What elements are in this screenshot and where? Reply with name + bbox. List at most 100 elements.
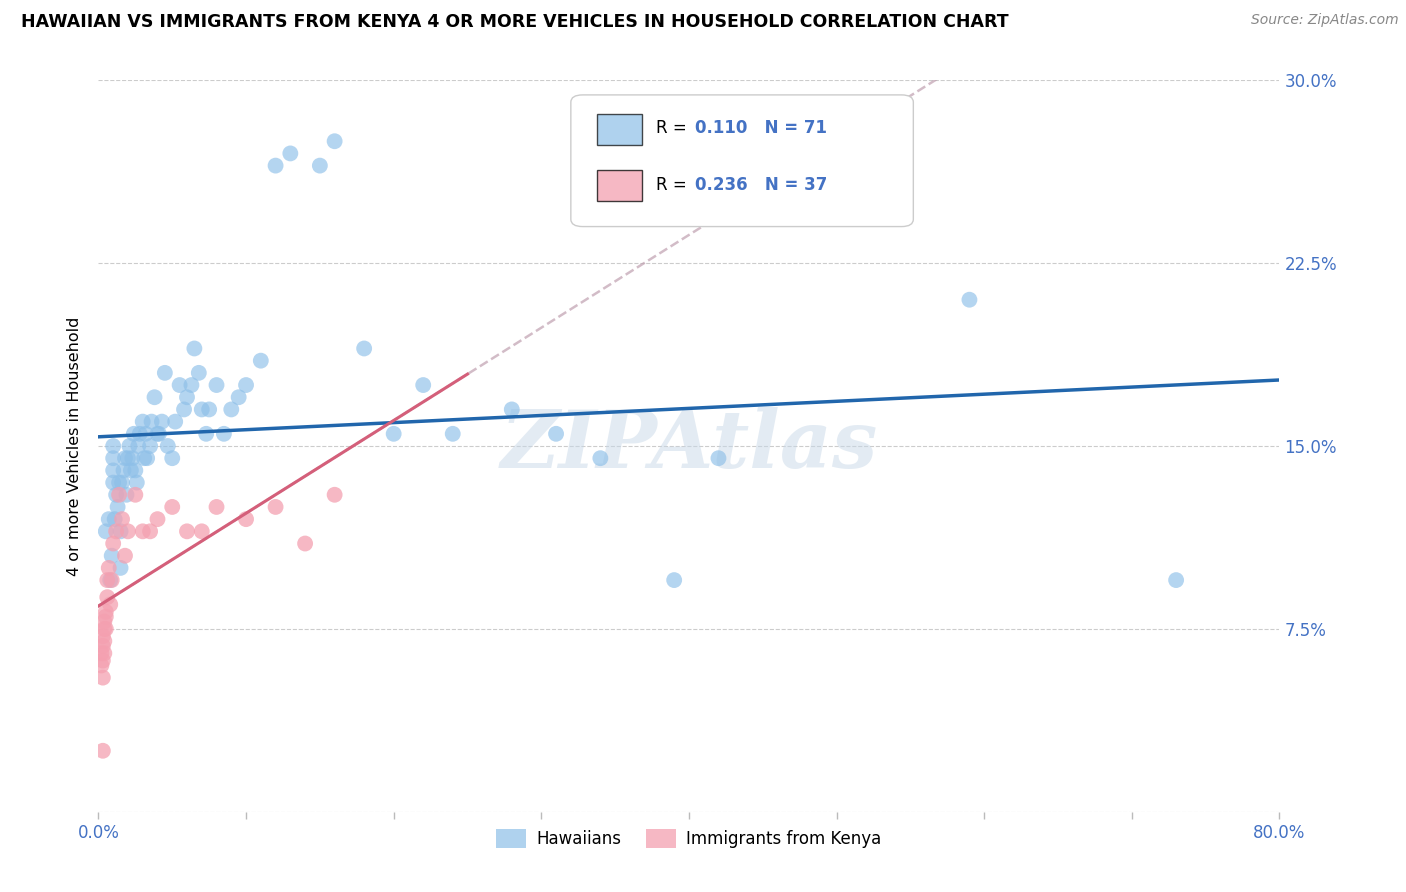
Point [110, 561, 132, 575]
Point [180, 378, 202, 392]
Point [91, 654, 114, 668]
Point [264, 159, 287, 173]
Point [97, 512, 120, 526]
Point [235, 378, 257, 392]
Point [664, 573, 686, 587]
Point [959, 293, 981, 307]
Point [105, 488, 128, 502]
Point [117, 524, 139, 539]
Text: 0.110   N = 71: 0.110 N = 71 [695, 119, 827, 136]
Text: ZIPAtlas: ZIPAtlas [501, 408, 877, 484]
Point [139, 524, 162, 539]
Point [94, 524, 117, 539]
Point [162, 500, 183, 514]
Point [91, 671, 114, 685]
Point [100, 549, 122, 563]
Point [250, 353, 273, 368]
Point [122, 426, 145, 441]
Point [235, 512, 257, 526]
Point [94, 605, 117, 619]
Point [118, 439, 141, 453]
Point [198, 402, 221, 417]
Point [91, 744, 114, 758]
Point [103, 439, 125, 453]
Point [115, 488, 138, 502]
Point [91, 639, 114, 653]
Point [125, 475, 148, 490]
Text: HAWAIIAN VS IMMIGRANTS FROM KENYA 4 OR MORE VEHICLES IN HOUSEHOLD CORRELATION CH: HAWAIIAN VS IMMIGRANTS FROM KENYA 4 OR M… [21, 13, 1008, 31]
Point [280, 146, 302, 161]
Legend: Hawaiians, Immigrants from Kenya: Hawaiians, Immigrants from Kenya [489, 822, 889, 855]
Point [93, 646, 115, 660]
Point [132, 524, 155, 539]
Point [264, 500, 287, 514]
Point [412, 378, 434, 392]
Point [323, 488, 346, 502]
Point [96, 590, 118, 604]
FancyBboxPatch shape [596, 114, 641, 145]
Point [127, 439, 149, 453]
Point [96, 573, 118, 587]
Point [98, 598, 121, 612]
Point [1166, 573, 1188, 587]
Point [100, 573, 122, 587]
Point [121, 451, 143, 466]
Point [90, 646, 112, 660]
Point [183, 342, 205, 356]
Text: R =: R = [655, 176, 692, 194]
Point [501, 402, 523, 417]
Point [141, 415, 163, 429]
Point [191, 524, 214, 539]
Point [148, 426, 170, 441]
Point [187, 366, 209, 380]
Point [97, 561, 120, 575]
Point [294, 536, 316, 550]
Point [124, 463, 146, 477]
Point [98, 573, 121, 587]
Point [108, 475, 131, 490]
Text: 0.236   N = 37: 0.236 N = 37 [695, 176, 827, 194]
Point [228, 390, 250, 404]
Point [323, 134, 346, 148]
Point [205, 378, 228, 392]
Point [191, 402, 214, 417]
Point [105, 524, 128, 539]
Point [162, 451, 183, 466]
Point [104, 512, 127, 526]
Point [110, 524, 132, 539]
Point [143, 390, 166, 404]
Point [176, 524, 198, 539]
Point [132, 415, 155, 429]
Point [114, 549, 136, 563]
Point [93, 615, 115, 629]
Point [173, 402, 195, 417]
Point [309, 159, 332, 173]
Point [546, 426, 568, 441]
Point [103, 451, 125, 466]
Point [146, 512, 169, 526]
Point [108, 488, 131, 502]
Point [94, 622, 117, 636]
Point [136, 451, 159, 466]
Point [353, 342, 375, 356]
Point [156, 439, 179, 453]
Point [94, 609, 117, 624]
Point [146, 426, 169, 441]
Point [103, 536, 125, 550]
Point [589, 451, 612, 466]
Point [169, 378, 191, 392]
Point [212, 426, 235, 441]
Point [112, 463, 135, 477]
Point [139, 439, 162, 453]
Point [150, 415, 173, 429]
FancyBboxPatch shape [571, 95, 914, 227]
Point [120, 463, 142, 477]
Point [103, 475, 125, 490]
Point [165, 415, 187, 429]
Point [128, 426, 150, 441]
Point [93, 634, 115, 648]
Point [153, 366, 176, 380]
Point [111, 475, 134, 490]
Point [111, 512, 134, 526]
Point [382, 426, 405, 441]
